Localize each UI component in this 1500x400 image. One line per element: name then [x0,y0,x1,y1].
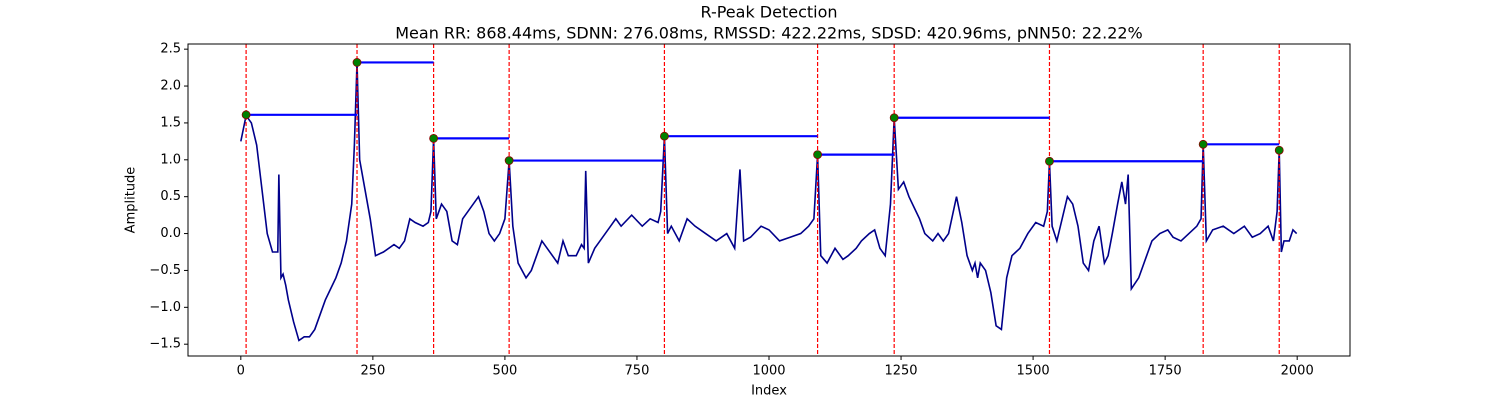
x-tick-label: 2000 [1281,364,1314,379]
r-peak [352,58,362,67]
r-peak [1198,139,1208,149]
x-axis-label: Index [751,384,787,399]
r-peak [241,110,251,120]
y-tick-label: −1.0 [149,300,181,315]
r-peak [429,134,439,143]
plot-frame [187,43,1351,357]
y-tick-label: 0.5 [160,189,181,204]
r-peak [660,131,669,141]
y-tick-label: 1.5 [160,115,181,130]
x-tick-label: 1250 [884,364,917,379]
r-peak [504,156,514,165]
signal-line [240,62,1298,342]
y-tick-label: 0.0 [160,226,181,241]
chart-title: R-Peak Detection [700,3,837,22]
r-peak [1045,156,1054,166]
x-tick-label: 1500 [1017,364,1050,379]
r-peak [813,150,822,160]
r-peak [889,113,899,123]
x-tick-label: 1000 [752,364,785,379]
y-axis-label: Amplitude [124,167,139,234]
y-tick-label: −0.5 [149,263,181,278]
r-peak [1274,145,1284,155]
chart-subtitle: Mean RR: 868.44ms, SDNN: 276.08ms, RMSSD… [395,24,1143,43]
x-tick-label: 750 [625,364,650,379]
y-tick-label: −1.5 [149,337,181,352]
y-tick-label: 1.0 [160,152,181,167]
x-tick-label: 1750 [1149,364,1182,379]
x-tick-label: 0 [237,364,245,379]
x-tick-label: 500 [492,364,517,379]
y-tick-label: 2.5 [160,42,181,57]
x-tick-label: 250 [360,364,385,379]
y-tick-label: 2.0 [160,79,181,94]
